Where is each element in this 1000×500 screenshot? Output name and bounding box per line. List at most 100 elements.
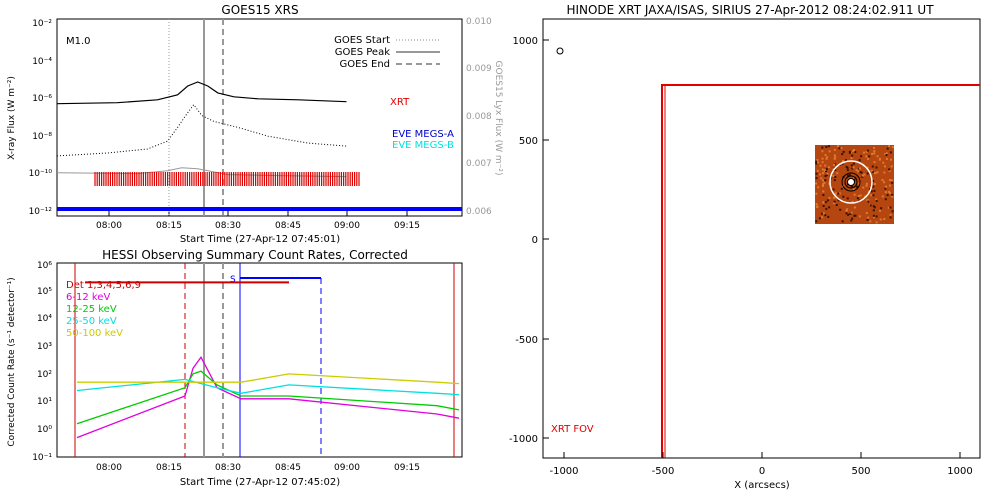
xrt-noise-pixel [822, 194, 825, 196]
xrt-ytick: 500 [519, 136, 538, 147]
xrt-noise-pixel [825, 174, 828, 177]
xrt-noise-pixel [866, 149, 869, 152]
xrt-noise-pixel [818, 217, 821, 220]
xrt-noise-pixel [841, 153, 844, 156]
goes-legend-end: GOES End [340, 59, 390, 70]
goes-xtick: 09:00 [334, 221, 360, 231]
xrt-noise-pixel [821, 161, 824, 164]
xrt-noise-pixel [875, 198, 878, 201]
xrt-noise-pixel [839, 208, 842, 211]
xrt-noise-pixel [824, 168, 827, 171]
xrt-noise-pixel [863, 173, 866, 176]
xrt-noise-pixel [875, 166, 878, 169]
xrt-noise-pixel [833, 157, 836, 160]
xrt-noise-pixel [889, 213, 892, 216]
xrt-noise-pixel [833, 154, 836, 157]
goes-panel: GOES15 XRS 10⁻¹² 10⁻¹⁰ 10⁻⁸ 10⁻⁶ 10⁻⁴ 10… [7, 3, 503, 245]
xrt-noise-pixel [821, 146, 824, 149]
xrt-noise-pixel [863, 151, 865, 154]
xrt-noise-pixel [872, 185, 875, 188]
goes-ytick: 10⁻² [32, 19, 52, 29]
xrt-noise-pixel [841, 162, 844, 165]
xrt-noise-pixel [833, 200, 836, 203]
xrt-noise-pixel [833, 196, 836, 199]
xrt-noise-pixel [888, 168, 891, 171]
xrt-fov-boundary [661, 84, 980, 458]
xrt-noise-pixel [888, 170, 891, 172]
xrt-noise-pixel [865, 212, 868, 214]
xrt-noise-pixel [846, 169, 849, 172]
goes-ytick-right: 0.007 [466, 159, 492, 169]
xrt-noise-pixel [822, 183, 825, 186]
goes-ytick: 10⁻⁶ [32, 94, 52, 104]
xrt-noise-pixel [828, 196, 831, 199]
goes-ytick-right: 0.006 [466, 207, 492, 217]
xrt-xtick: -1000 [549, 466, 578, 477]
xrt-noise-pixel [886, 194, 889, 197]
xrt-x-ticks: -1000 -500 0 500 1000 [549, 466, 972, 477]
hessi-xtick: 08:30 [215, 463, 241, 473]
xrt-noise-pixel [828, 150, 831, 153]
xrt-noise-pixel [884, 153, 887, 156]
xrt-ytick: 0 [532, 235, 538, 246]
xrt-noise-pixel [890, 158, 892, 161]
hessi-series-1 [76, 355, 460, 439]
xrt-noise-pixel [834, 169, 837, 171]
xrt-noise-pixel [860, 155, 863, 158]
xrt-noise-pixel [836, 145, 839, 147]
xrt-noise-pixel [845, 165, 848, 168]
xrt-noise-pixel [850, 219, 853, 222]
hessi-xtick: 09:00 [334, 463, 360, 473]
xrt-noise-pixel [840, 147, 843, 150]
xrt-ytick: 1000 [513, 36, 538, 47]
goes-xtick: 09:15 [394, 221, 420, 231]
xrt-noise-pixel [820, 177, 823, 180]
goes-xtick: 08:00 [96, 221, 122, 231]
xrt-noise-pixel [870, 190, 873, 193]
goes-xtick: 08:15 [156, 221, 182, 231]
xrt-noise-pixel [873, 152, 876, 155]
hessi-marker-s: S [230, 275, 236, 285]
legend-12-25: 12-25 keV [66, 304, 117, 315]
xrt-noise-pixel [815, 203, 818, 206]
xrt-noise-pixel [891, 195, 894, 198]
xrt-noise-pixel [873, 146, 876, 149]
xrt-noise-pixel [815, 182, 817, 185]
xrt-noise-pixel [872, 209, 875, 212]
goes-xtick: 08:45 [275, 221, 301, 231]
goes-flare-class: M1.0 [66, 36, 91, 47]
xrt-noise-pixel [845, 159, 847, 162]
xrt-noise-pixel [884, 165, 886, 168]
xrt-noise-pixel [878, 158, 881, 161]
goes-xlabel: Start Time (27-Apr-12 07:45:01) [180, 234, 340, 245]
xrt-noise-pixel [875, 199, 878, 202]
xrt-noise-pixel [849, 212, 852, 215]
xrt-noise-pixel [824, 179, 827, 182]
xrt-noise-pixel [865, 150, 868, 153]
xrt-noise-pixel [840, 187, 843, 190]
xrt-noise-pixel [873, 189, 876, 192]
hessi-xtick: 09:15 [394, 463, 420, 473]
xrt-noise-pixel [846, 197, 849, 200]
xrt-noise-pixel [868, 155, 871, 158]
xrt-noise-pixel [842, 160, 844, 163]
xrt-noise-pixel [870, 194, 873, 197]
xrt-panel: HINODE XRT JAXA/ISAS, SIRIUS 27-Apr-2012… [509, 3, 981, 491]
xrt-noise-pixel [875, 215, 878, 218]
xrt-noise-pixel [874, 183, 876, 185]
hessi-ytick: 10⁶ [37, 261, 52, 271]
xrt-noise-pixel [842, 195, 845, 198]
xrt-noise-pixel [822, 179, 824, 182]
xrt-noise-pixel [885, 154, 888, 156]
xrt-noise-pixel [881, 195, 884, 198]
xrt-small-marker [556, 47, 564, 55]
xrt-noise-pixel [846, 208, 849, 211]
hessi-legend: Det 1,3,4,5,6,9 6-12 keV 12-25 keV 25-50… [66, 280, 141, 339]
xrt-noise-pixel [850, 211, 853, 214]
xrt-noise-pixel [857, 170, 860, 173]
xrt-noise-pixel [890, 179, 893, 182]
legend-25-50: 25-50 keV [66, 316, 117, 327]
xrt-noise-pixel [822, 190, 825, 193]
goes-series-2 [56, 167, 347, 178]
xrt-noise-pixel [873, 150, 876, 153]
